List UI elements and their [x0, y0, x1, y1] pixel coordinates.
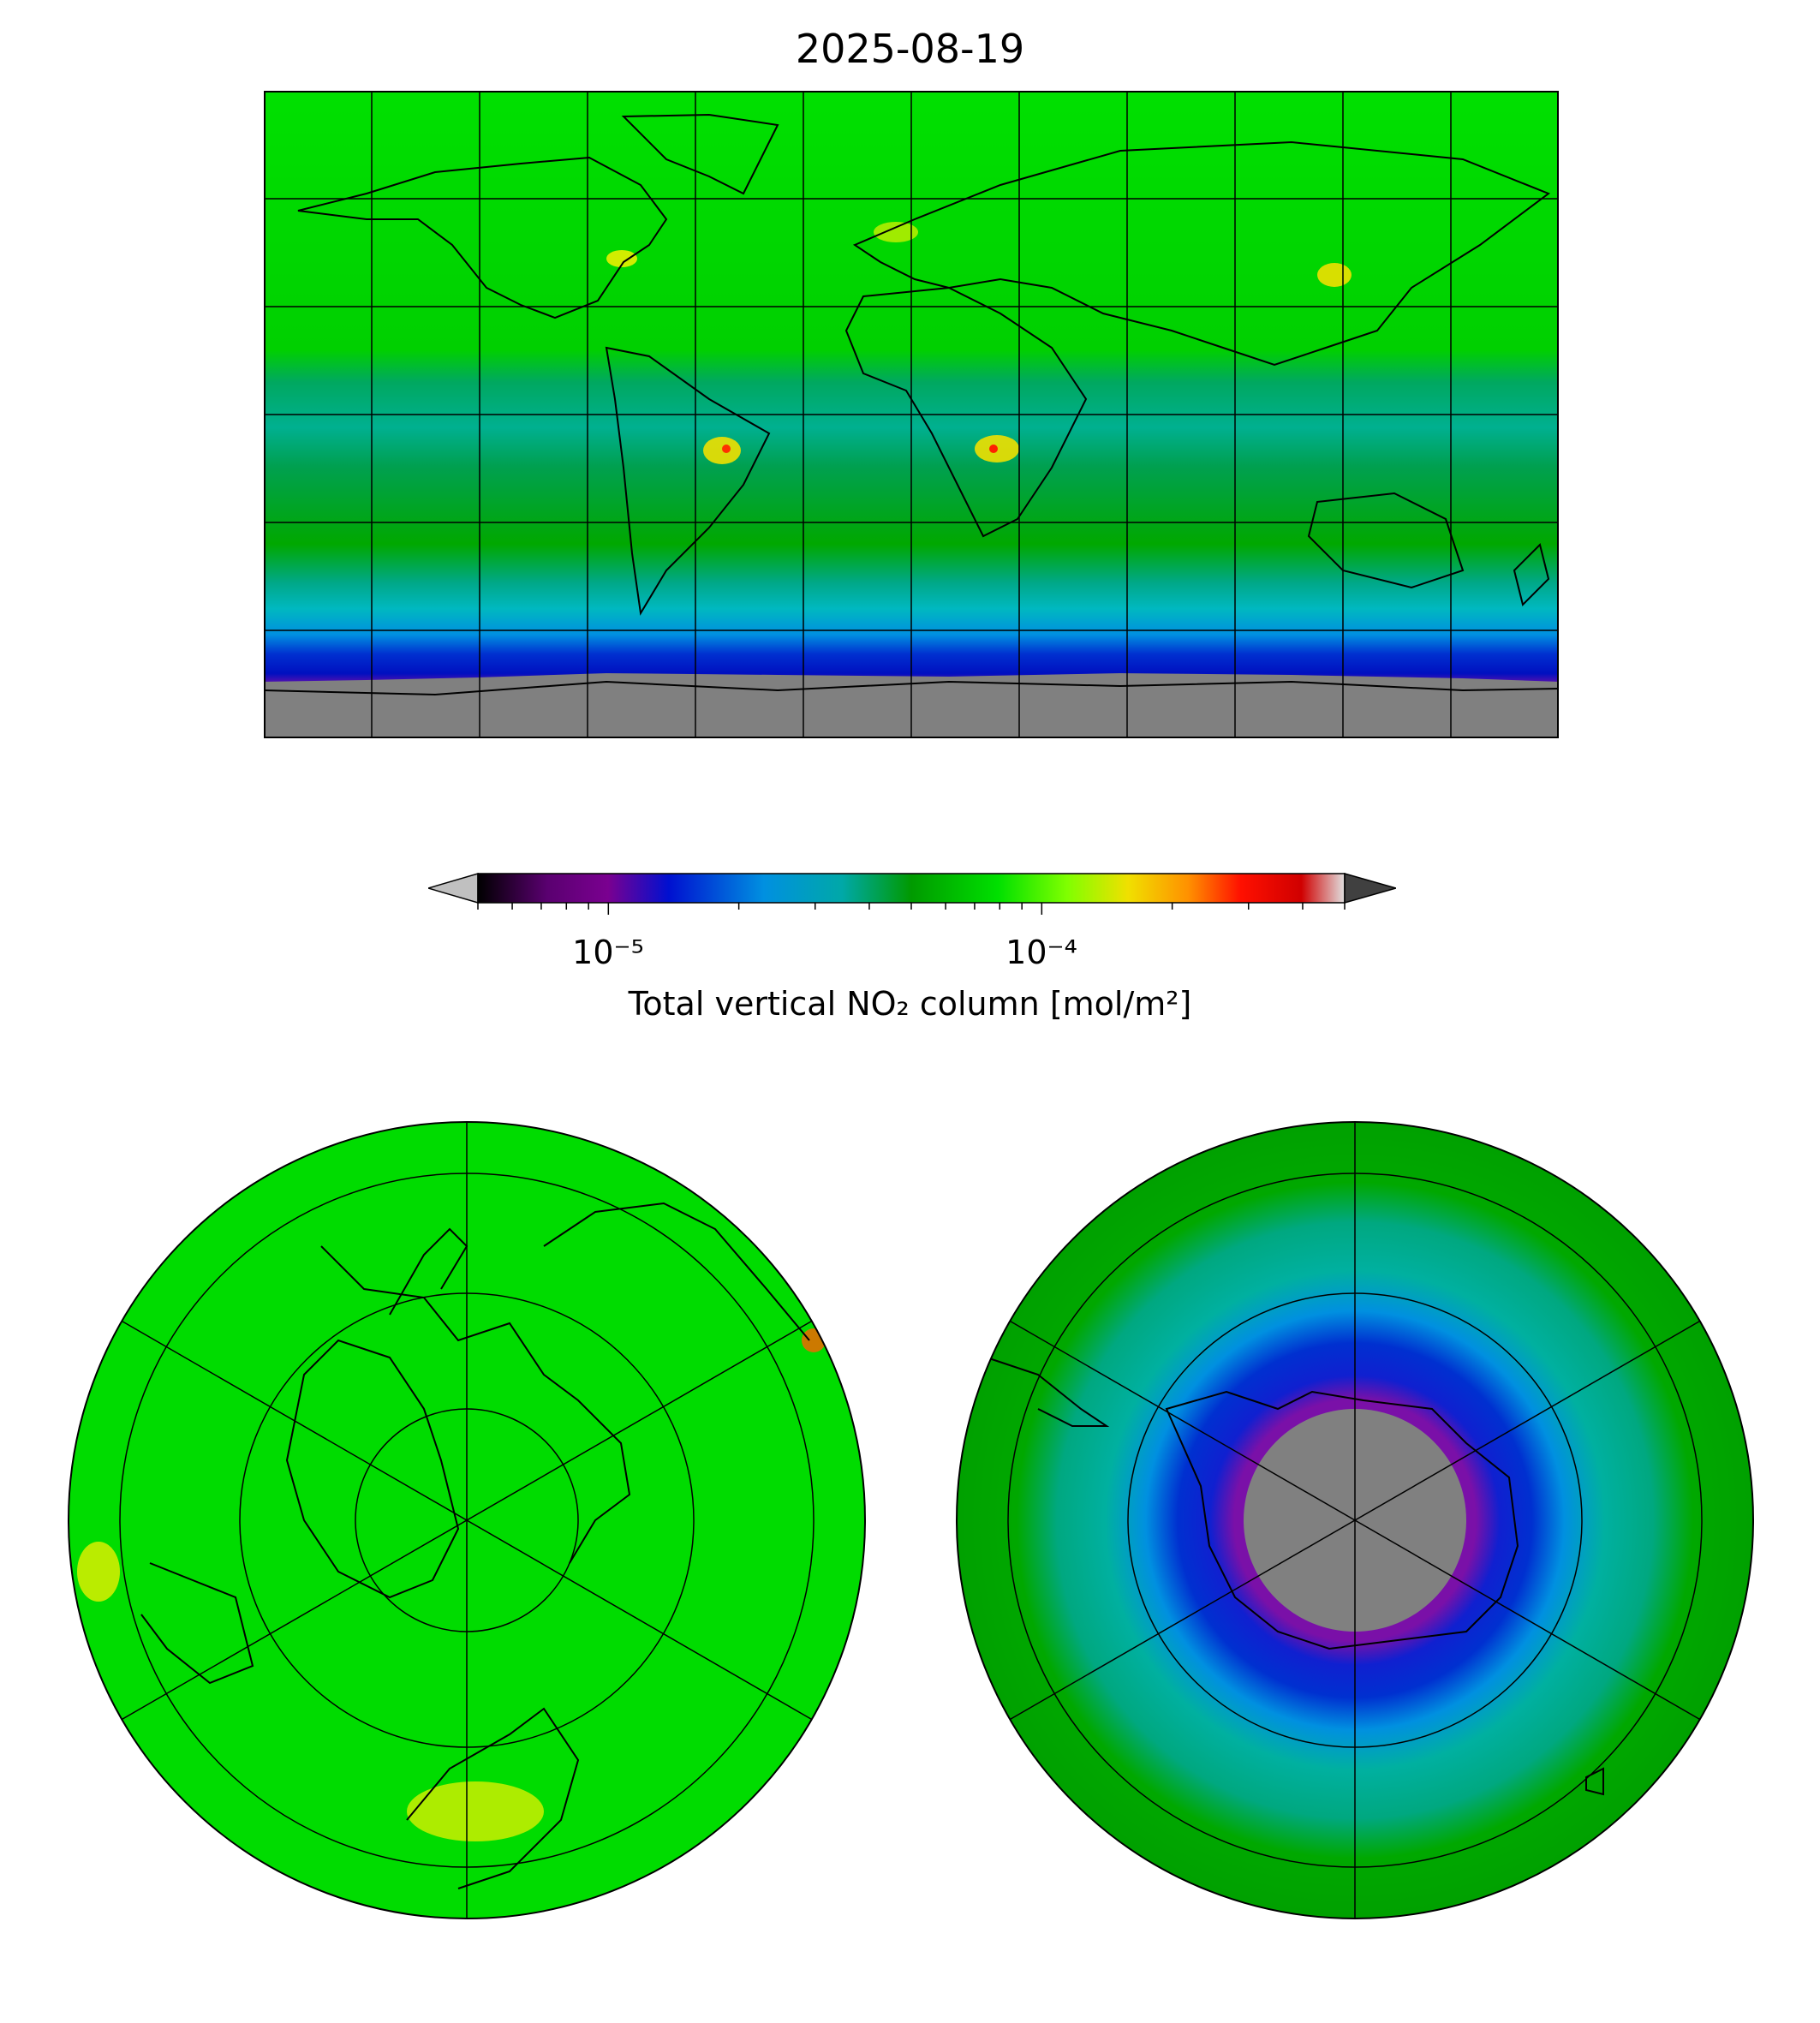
colorbar-over-extension	[1344, 873, 1396, 904]
hotspot-east-asia	[1317, 263, 1352, 287]
hotspot-europe	[874, 222, 918, 242]
south-gridlines	[1005, 1122, 1704, 1919]
south-polar-map	[956, 1121, 1754, 1919]
coastlines	[264, 113, 1559, 696]
north-gridlines	[117, 1122, 816, 1919]
south-frame	[956, 1121, 1754, 1919]
gridlines	[264, 91, 1559, 738]
world-map	[264, 91, 1559, 738]
hotspot-east-asia-polar	[77, 1542, 120, 1602]
colorbar	[428, 872, 1396, 915]
hotspot-africa-peak	[989, 445, 998, 453]
north-frame	[68, 1121, 866, 1919]
colorbar-label: Total vertical NO₂ column [mol/m²]	[628, 985, 1192, 1023]
hotspot-europe-polar	[407, 1781, 544, 1841]
hotspot-east-us	[606, 250, 637, 267]
hotspot-south-america-peak	[722, 445, 731, 453]
colorbar-ticks	[477, 903, 1346, 915]
hotspot-south-america	[703, 437, 741, 464]
colorbar-tick-label-1e-4: 10⁻⁴	[1005, 934, 1077, 971]
colorbar-under-extension	[428, 872, 479, 904]
figure-title: 2025-08-19	[795, 26, 1025, 72]
map-frame	[264, 91, 1559, 738]
colorbar-tick-label-1e-5: 10⁻⁵	[572, 934, 644, 971]
colorbar-gradient	[477, 873, 1346, 904]
north-polar-map	[68, 1121, 866, 1919]
